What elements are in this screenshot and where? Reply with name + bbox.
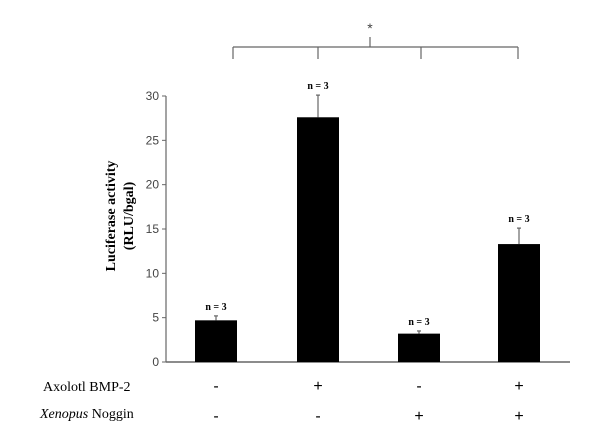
y-axis-label: Luciferase activity xyxy=(104,161,119,272)
bar xyxy=(498,244,540,362)
y-tick-label: 15 xyxy=(146,222,160,236)
sample-size-label: n = 3 xyxy=(205,302,226,313)
y-tick-label: 20 xyxy=(146,178,160,192)
row-label-bmp2: Axolotl BMP-2 xyxy=(43,380,131,396)
plus-sign: + xyxy=(514,378,524,395)
y-tick-label: 25 xyxy=(146,133,160,147)
sample-size-label: n = 3 xyxy=(307,81,328,92)
plus-sign: + xyxy=(313,378,323,395)
sample-size-label: n = 3 xyxy=(508,214,529,225)
minus-sign: - xyxy=(416,378,422,395)
y-tick-label: 0 xyxy=(152,355,159,369)
y-axis-label-unit: (RLU/bgal) xyxy=(122,181,137,250)
row-label-bmp2-text: Axolotl BMP-2 xyxy=(43,380,131,395)
minus-sign: - xyxy=(213,378,219,395)
row-label-noggin-text: Noggin xyxy=(91,407,134,422)
y-tick-label: 30 xyxy=(146,89,160,103)
y-tick-label: 5 xyxy=(152,311,159,325)
minus-sign: - xyxy=(315,408,321,425)
minus-sign: - xyxy=(213,408,219,425)
significance-asterisk: * xyxy=(367,20,373,36)
y-tick-label: 10 xyxy=(146,266,160,280)
plus-sign: + xyxy=(414,408,424,425)
bar xyxy=(195,320,237,362)
sample-size-label: n = 3 xyxy=(408,317,429,328)
plus-sign: + xyxy=(514,408,524,425)
row-label-noggin: Xenopus Noggin xyxy=(40,407,134,423)
bar xyxy=(297,117,339,362)
row-label-noggin-species: Xenopus xyxy=(40,407,89,422)
bar xyxy=(398,333,440,362)
